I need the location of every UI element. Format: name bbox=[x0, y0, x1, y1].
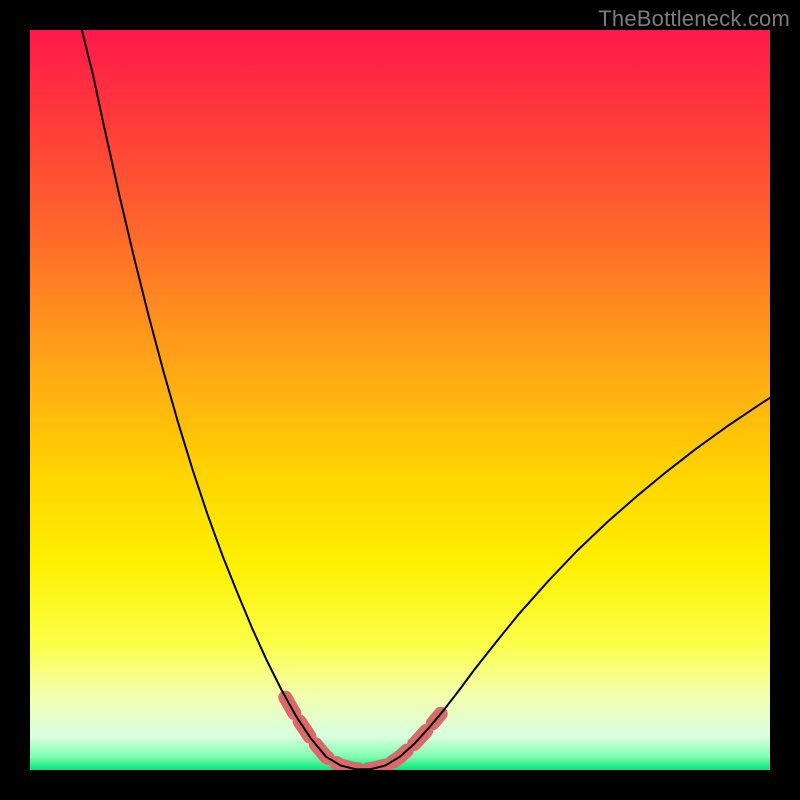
plot-svg bbox=[30, 30, 770, 770]
plot-area bbox=[30, 30, 770, 770]
watermark-label: TheBottleneck.com bbox=[598, 6, 790, 32]
gradient-background bbox=[30, 30, 770, 770]
chart-frame: TheBottleneck.com bbox=[0, 0, 800, 800]
